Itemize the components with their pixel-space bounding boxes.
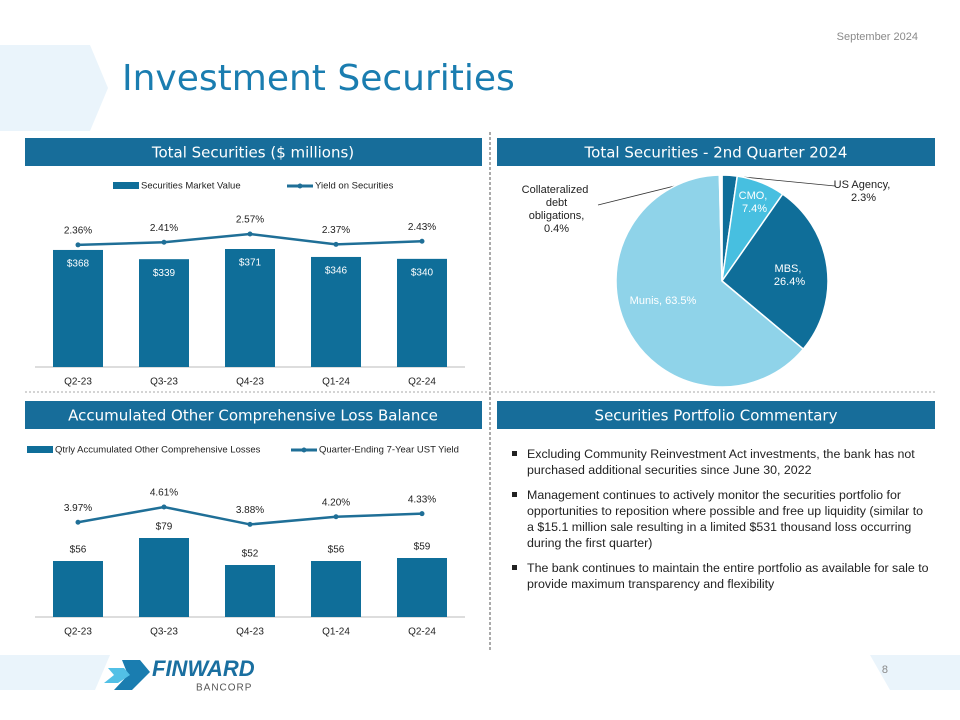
legend-label: Yield on Securities bbox=[315, 181, 394, 192]
x-tick-label: Q2-23 bbox=[64, 627, 92, 638]
bullet-text: Excluding Community Reinvestment Act inv… bbox=[527, 447, 915, 477]
line-marker bbox=[247, 521, 253, 527]
bar bbox=[225, 249, 275, 367]
x-tick-label: Q1-24 bbox=[322, 377, 350, 388]
data-label: 2.41% bbox=[150, 223, 178, 234]
x-tick-label: Q2-23 bbox=[64, 377, 92, 388]
data-label: $56 bbox=[70, 545, 87, 556]
data-label: 2.36% bbox=[64, 226, 92, 237]
bar bbox=[53, 249, 103, 367]
data-label: $346 bbox=[325, 266, 348, 277]
line-marker bbox=[161, 504, 167, 510]
data-label: $368 bbox=[67, 259, 90, 270]
x-tick-label: Q3-23 bbox=[150, 627, 178, 638]
bar bbox=[311, 256, 361, 367]
legend-label: Securities Market Value bbox=[141, 181, 241, 192]
legend-marker bbox=[297, 183, 303, 189]
bar bbox=[225, 565, 275, 617]
commentary: Excluding Community Reinvestment Act inv… bbox=[510, 446, 930, 601]
data-label: $339 bbox=[153, 268, 176, 279]
logo-name: FINWARD bbox=[152, 656, 255, 681]
x-tick-label: Q3-23 bbox=[150, 377, 178, 388]
line-marker bbox=[419, 238, 425, 244]
data-label: $56 bbox=[328, 545, 345, 556]
data-label: 4.33% bbox=[408, 494, 436, 505]
x-tick-label: Q2-24 bbox=[408, 377, 436, 388]
bar bbox=[311, 561, 361, 617]
section-title: Total Securities ($ millions) bbox=[151, 144, 354, 162]
data-label: 4.61% bbox=[150, 488, 178, 499]
data-label: $340 bbox=[411, 268, 434, 279]
data-label: $52 bbox=[242, 549, 259, 560]
page-number: 8 bbox=[882, 664, 888, 676]
legend-swatch bbox=[27, 446, 53, 453]
decor-band bbox=[870, 655, 960, 690]
pie-slice bbox=[615, 174, 805, 388]
logo-mark bbox=[114, 660, 150, 690]
bar bbox=[53, 561, 103, 617]
line-marker bbox=[161, 239, 167, 245]
data-label: $371 bbox=[239, 258, 262, 269]
bar bbox=[397, 258, 447, 367]
bullet-text: The bank continues to maintain the entir… bbox=[527, 561, 929, 591]
data-label: 2.43% bbox=[408, 222, 436, 233]
x-tick-label: Q1-24 bbox=[322, 627, 350, 638]
section-title: Securities Portfolio Commentary bbox=[595, 407, 838, 425]
date: September 2024 bbox=[837, 31, 918, 43]
pie-slice bbox=[718, 174, 723, 282]
data-label: Munis, 63.5% bbox=[630, 295, 697, 307]
section-header bbox=[497, 138, 935, 166]
data-label: 2.37% bbox=[322, 225, 350, 236]
section-header bbox=[25, 138, 482, 166]
bullet: Management continues to actively monitor… bbox=[510, 487, 930, 551]
bullet-marker bbox=[512, 492, 517, 497]
logo-mark bbox=[104, 668, 130, 683]
pie-slice bbox=[720, 193, 829, 351]
decor-band bbox=[0, 655, 110, 690]
section-header bbox=[497, 401, 935, 429]
line-marker bbox=[419, 511, 425, 517]
section-title: Total Securities - 2nd Quarter 2024 bbox=[584, 144, 848, 162]
data-label: 3.88% bbox=[236, 505, 264, 516]
data-label: 4.20% bbox=[322, 497, 350, 508]
data-label: $59 bbox=[414, 542, 431, 553]
legend-marker bbox=[301, 447, 307, 453]
bar bbox=[139, 538, 189, 617]
data-label: CMO, 7.4% bbox=[739, 190, 768, 215]
bullet-marker bbox=[512, 565, 517, 570]
line-marker bbox=[333, 241, 339, 247]
section-header bbox=[25, 401, 482, 429]
data-label: 2.57% bbox=[236, 215, 264, 226]
legend-label: Quarter-Ending 7-Year UST Yield bbox=[319, 445, 459, 456]
bullet-marker bbox=[512, 451, 517, 456]
legend-swatch bbox=[113, 182, 139, 189]
legend-label: Qtrly Accumulated Other Comprehensive Lo… bbox=[55, 445, 261, 456]
line-marker bbox=[333, 514, 339, 520]
bullet: Excluding Community Reinvestment Act inv… bbox=[510, 446, 930, 478]
data-label: MBS, 26.4% bbox=[771, 263, 805, 288]
bar bbox=[139, 259, 189, 367]
data-label: $79 bbox=[156, 522, 173, 533]
data-label: US Agency, 2.3% bbox=[834, 179, 891, 204]
data-label: Collateralized debt obligations, 0.4% bbox=[522, 184, 589, 235]
leader-line bbox=[732, 175, 836, 187]
section-title: Accumulated Other Comprehensive Loss Bal… bbox=[68, 407, 438, 425]
line-marker bbox=[75, 519, 81, 525]
x-tick-label: Q4-23 bbox=[236, 627, 264, 638]
line-marker bbox=[247, 231, 253, 237]
line-marker bbox=[75, 242, 81, 248]
slide-title: Investment Securities bbox=[122, 58, 515, 99]
x-tick-label: Q2-24 bbox=[408, 627, 436, 638]
decor-band bbox=[0, 45, 108, 131]
x-tick-label: Q4-23 bbox=[236, 377, 264, 388]
bullet-text: Management continues to actively monitor… bbox=[527, 488, 924, 550]
data-label: 3.97% bbox=[64, 503, 92, 514]
bullet: The bank continues to maintain the entir… bbox=[510, 560, 930, 592]
bar bbox=[397, 558, 447, 617]
logo-sub: BANCORP bbox=[196, 683, 252, 694]
